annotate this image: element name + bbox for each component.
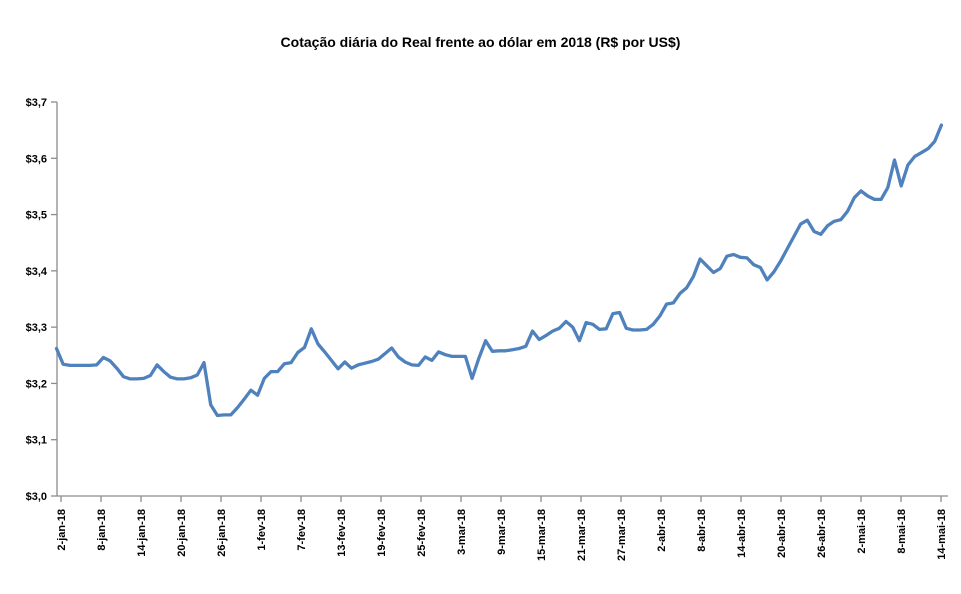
x-tick-label: 1-fev-18 bbox=[256, 509, 268, 551]
y-tick-label: $3,5 bbox=[26, 210, 47, 222]
series-line bbox=[54, 123, 944, 418]
x-tick-label: 20-jan-18 bbox=[176, 509, 188, 557]
x-tick-label: 15-mar-18 bbox=[536, 509, 548, 561]
x-tick-label: 8-mai-18 bbox=[896, 509, 908, 554]
x-tick-label: 9-mar-18 bbox=[496, 509, 508, 555]
x-tick-label: 7-fev-18 bbox=[296, 509, 308, 551]
x-tick-label: 2-jan-18 bbox=[56, 509, 68, 551]
x-tick-label: 14-abr-18 bbox=[736, 509, 748, 558]
x-tick-label: 8-abr-18 bbox=[696, 509, 708, 552]
y-tick-label: $3,7 bbox=[26, 97, 47, 109]
y-tick-label: $3,3 bbox=[26, 322, 47, 334]
x-tick-label: 2-mai-18 bbox=[856, 509, 868, 554]
x-tick-label: 8-jan-18 bbox=[96, 509, 108, 551]
x-tick-label: 21-mar-18 bbox=[576, 509, 588, 561]
x-tick-label: 19-fev-18 bbox=[376, 509, 388, 557]
y-tick-label: $3,0 bbox=[26, 491, 47, 503]
x-tick-label: 27-mar-18 bbox=[616, 509, 628, 561]
x-tick-label: 2-abr-18 bbox=[656, 509, 668, 552]
y-tick-label: $3,1 bbox=[26, 435, 47, 447]
x-tick-label: 13-fev-18 bbox=[336, 509, 348, 557]
x-tick-label: 25-fev-18 bbox=[416, 509, 428, 557]
x-tick-label: 14-mai-18 bbox=[936, 509, 948, 560]
y-tick-label: $3,4 bbox=[26, 266, 48, 278]
x-tick-label: 26-jan-18 bbox=[216, 509, 228, 557]
x-tick-label: 26-abr-18 bbox=[816, 509, 828, 558]
x-tick-label: 14-jan-18 bbox=[136, 509, 148, 557]
y-tick-label: $3,2 bbox=[26, 378, 47, 390]
x-tick-label: 3-mar-18 bbox=[456, 509, 468, 555]
x-tick-label: 20-abr-18 bbox=[776, 509, 788, 558]
chart-title: Cotação diária do Real frente ao dólar e… bbox=[280, 34, 681, 50]
y-tick-label: $3,6 bbox=[26, 153, 47, 165]
